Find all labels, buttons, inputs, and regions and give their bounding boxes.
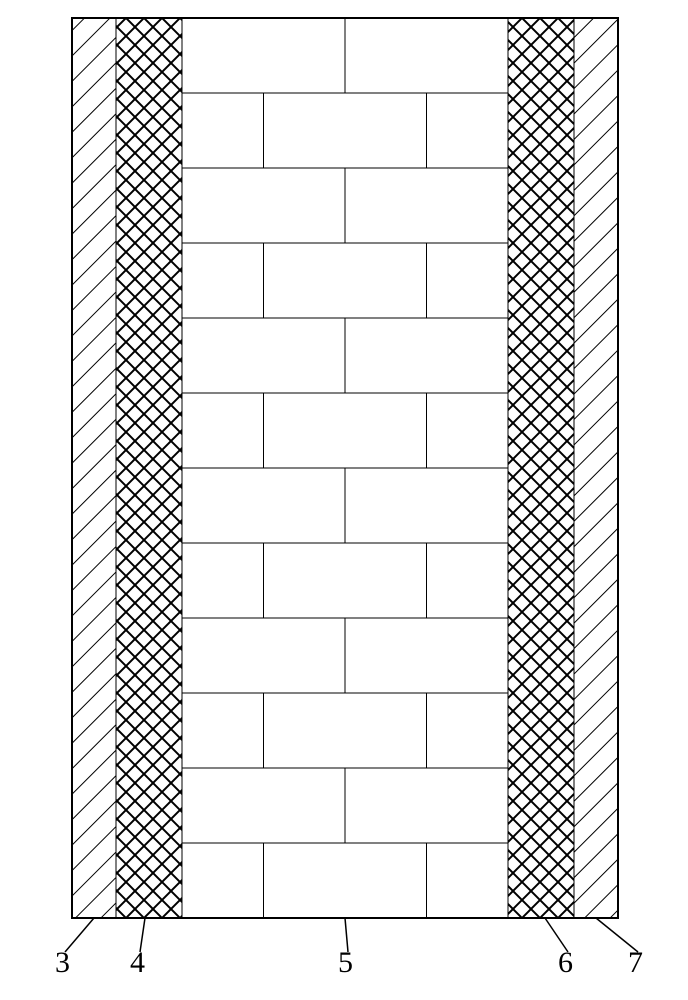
- layer-4: [116, 18, 182, 918]
- layer-7: [574, 18, 618, 918]
- layer-6: [508, 18, 574, 918]
- layer-3: [72, 18, 116, 918]
- label-7: 7: [628, 946, 643, 980]
- label-3: 3: [55, 946, 70, 980]
- label-4: 4: [130, 946, 145, 980]
- label-6: 6: [558, 946, 573, 980]
- label-5: 5: [338, 946, 353, 980]
